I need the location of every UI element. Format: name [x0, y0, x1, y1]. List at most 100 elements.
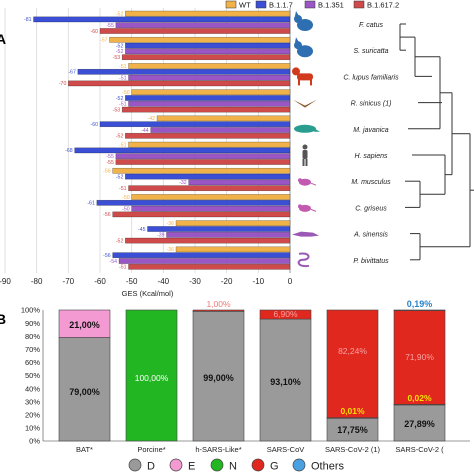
data-label: -53 [113, 55, 121, 61]
data-label: 27,89% [404, 419, 435, 429]
bar-h-sapiens-wt [128, 141, 291, 148]
legend-dot-n [210, 458, 224, 472]
data-label: -56 [103, 212, 111, 218]
cat-body [297, 19, 313, 31]
data-label: -57 [100, 38, 108, 44]
bar-m-javanica-b-1-1-7 [99, 121, 291, 128]
segment-sars-cov-d [259, 318, 312, 442]
mouse-icon [298, 178, 317, 186]
legend-label-b-1-617-2: B.1.617.2 [367, 1, 399, 10]
human-icon [302, 144, 308, 166]
segment-h-sars-like-d [192, 311, 245, 442]
hamster-tail [310, 208, 317, 212]
data-label: 21,00% [69, 320, 100, 330]
legend-label-wt: WT [239, 1, 251, 10]
panel-b-y-axis: 0% 10% 20% 30% 40% 50% 60% 70% 80% 90% 100% [21, 306, 470, 446]
bar-c-griseus-b-1-351 [131, 205, 291, 212]
data-label: -44 [141, 128, 149, 134]
data-label: 71,90% [405, 352, 434, 362]
bar-c-lupus-familiaris-b-1-617-2 [68, 80, 291, 87]
data-label: -55 [106, 154, 114, 160]
data-label: -50 [122, 206, 130, 212]
data-label: 0,01% [340, 406, 365, 416]
legend-label-others: Others [311, 461, 345, 473]
y-tick-label: 20% [25, 411, 40, 420]
bar-f-catus-b-1-617-2 [99, 28, 291, 34]
x-tick-label: -60 [94, 277, 106, 286]
bar-s-suricatta-b-1-1-7 [125, 42, 291, 49]
legend-dot-d [128, 458, 142, 472]
bar-r-sinicus-1-b-1-617-2 [121, 106, 291, 113]
human-leg [302, 159, 305, 166]
snake-body [297, 252, 310, 268]
legend-dot-e [169, 458, 183, 472]
bar-c-griseus-wt [131, 194, 291, 200]
bar-a-sinensis-b-1-1-7 [147, 226, 291, 232]
panel-letter-a: A [0, 31, 6, 47]
x-tick-label: -30 [189, 277, 201, 286]
y-tick-label: 40% [25, 384, 40, 393]
legend-dot-g [251, 458, 265, 472]
data-label: 0,02% [407, 393, 432, 403]
panel-a-data-labels: -52-81-55-60-57-52-52-53-51-67-51-70-50-… [24, 11, 187, 270]
dog-body [297, 73, 313, 81]
bar-s-suricatta-b-1-351 [125, 48, 291, 55]
data-label: 0,19% [407, 299, 433, 309]
panel-letter-b: B [0, 311, 6, 327]
segment-sars-cov-g [259, 309, 312, 320]
x-tick-label: -90 [0, 277, 11, 286]
alligator-icon [292, 231, 319, 237]
category-label: BAT* [76, 445, 93, 454]
segment-sars-cov-2-2-d [393, 404, 446, 442]
data-label: -52 [116, 134, 124, 140]
category-label: h-SARS-Like* [195, 445, 241, 454]
y-tick-label: 80% [25, 332, 40, 341]
data-label: -53 [113, 107, 121, 113]
legend-label-g: G [270, 461, 279, 473]
y-tick-label: 100% [21, 306, 41, 315]
data-label: -51 [119, 142, 127, 148]
meerkat-head [294, 41, 302, 50]
bar-f-catus-b-1-351 [115, 22, 291, 29]
data-label: -50 [122, 195, 130, 201]
legend-label-b-1-1-7: B.1.1.7 [269, 1, 293, 10]
bar-f-catus-b-1-1-7 [33, 16, 291, 23]
panel-a-legend: WT B.1.1.7 B.1.351 B.1.617.2 [225, 0, 399, 10]
data-label: -52 [116, 43, 124, 49]
mouse-ear [298, 178, 302, 183]
segment-sars-cov-2-2-g [393, 309, 446, 405]
legend-swatch-b-1-351 [304, 0, 316, 9]
x-tick-label: -20 [221, 277, 233, 286]
pangolin-tail [314, 128, 320, 132]
data-label: -52 [116, 96, 124, 102]
hamster-body [299, 204, 311, 212]
segment-h-sars-like-g [192, 309, 245, 312]
legend-swatch-b-1-617-2 [353, 0, 365, 9]
panel-b-category-labels: BAT* Porcine* h-SARS-Like* SARS-CoV SARS-CoV… [76, 445, 444, 454]
hamster-icon [298, 204, 317, 212]
x-axis-title: GES (Kcal/mol) [122, 289, 174, 298]
dog-head [292, 67, 300, 76]
data-label: 99,00% [203, 373, 234, 383]
dog-leg [298, 79, 300, 86]
species-label-r-sinicus-1: R. sinicus (1) [351, 101, 392, 108]
bar-p-bivittatus-wt [175, 246, 291, 253]
x-tick-label: -40 [158, 277, 170, 286]
data-label: 1,00% [206, 299, 231, 309]
meerkat-ear [295, 37, 299, 43]
data-label: -51 [119, 64, 127, 70]
panel-b-stacked-chart: 0% 10% 20% 30% 40% 50% 60% 70% 80% 90% 100% 79,00%… [0, 299, 470, 473]
data-label: -45 [138, 227, 146, 233]
bar-r-sinicus-1-wt [131, 89, 291, 96]
data-label: -52 [116, 174, 124, 180]
bar-m-javanica-b-1-351 [150, 127, 291, 133]
data-label: -54 [110, 259, 118, 265]
bar-p-bivittatus-b-1-1-7 [112, 252, 291, 259]
human-head [302, 144, 308, 150]
legend-dot-others [292, 458, 306, 472]
legend-label-n: N [229, 461, 237, 473]
data-label: -42 [148, 116, 156, 122]
legend-label-b-1-351: B.1.351 [318, 1, 344, 10]
species-label-p-bivittatus: P. bivittatus [353, 258, 389, 265]
